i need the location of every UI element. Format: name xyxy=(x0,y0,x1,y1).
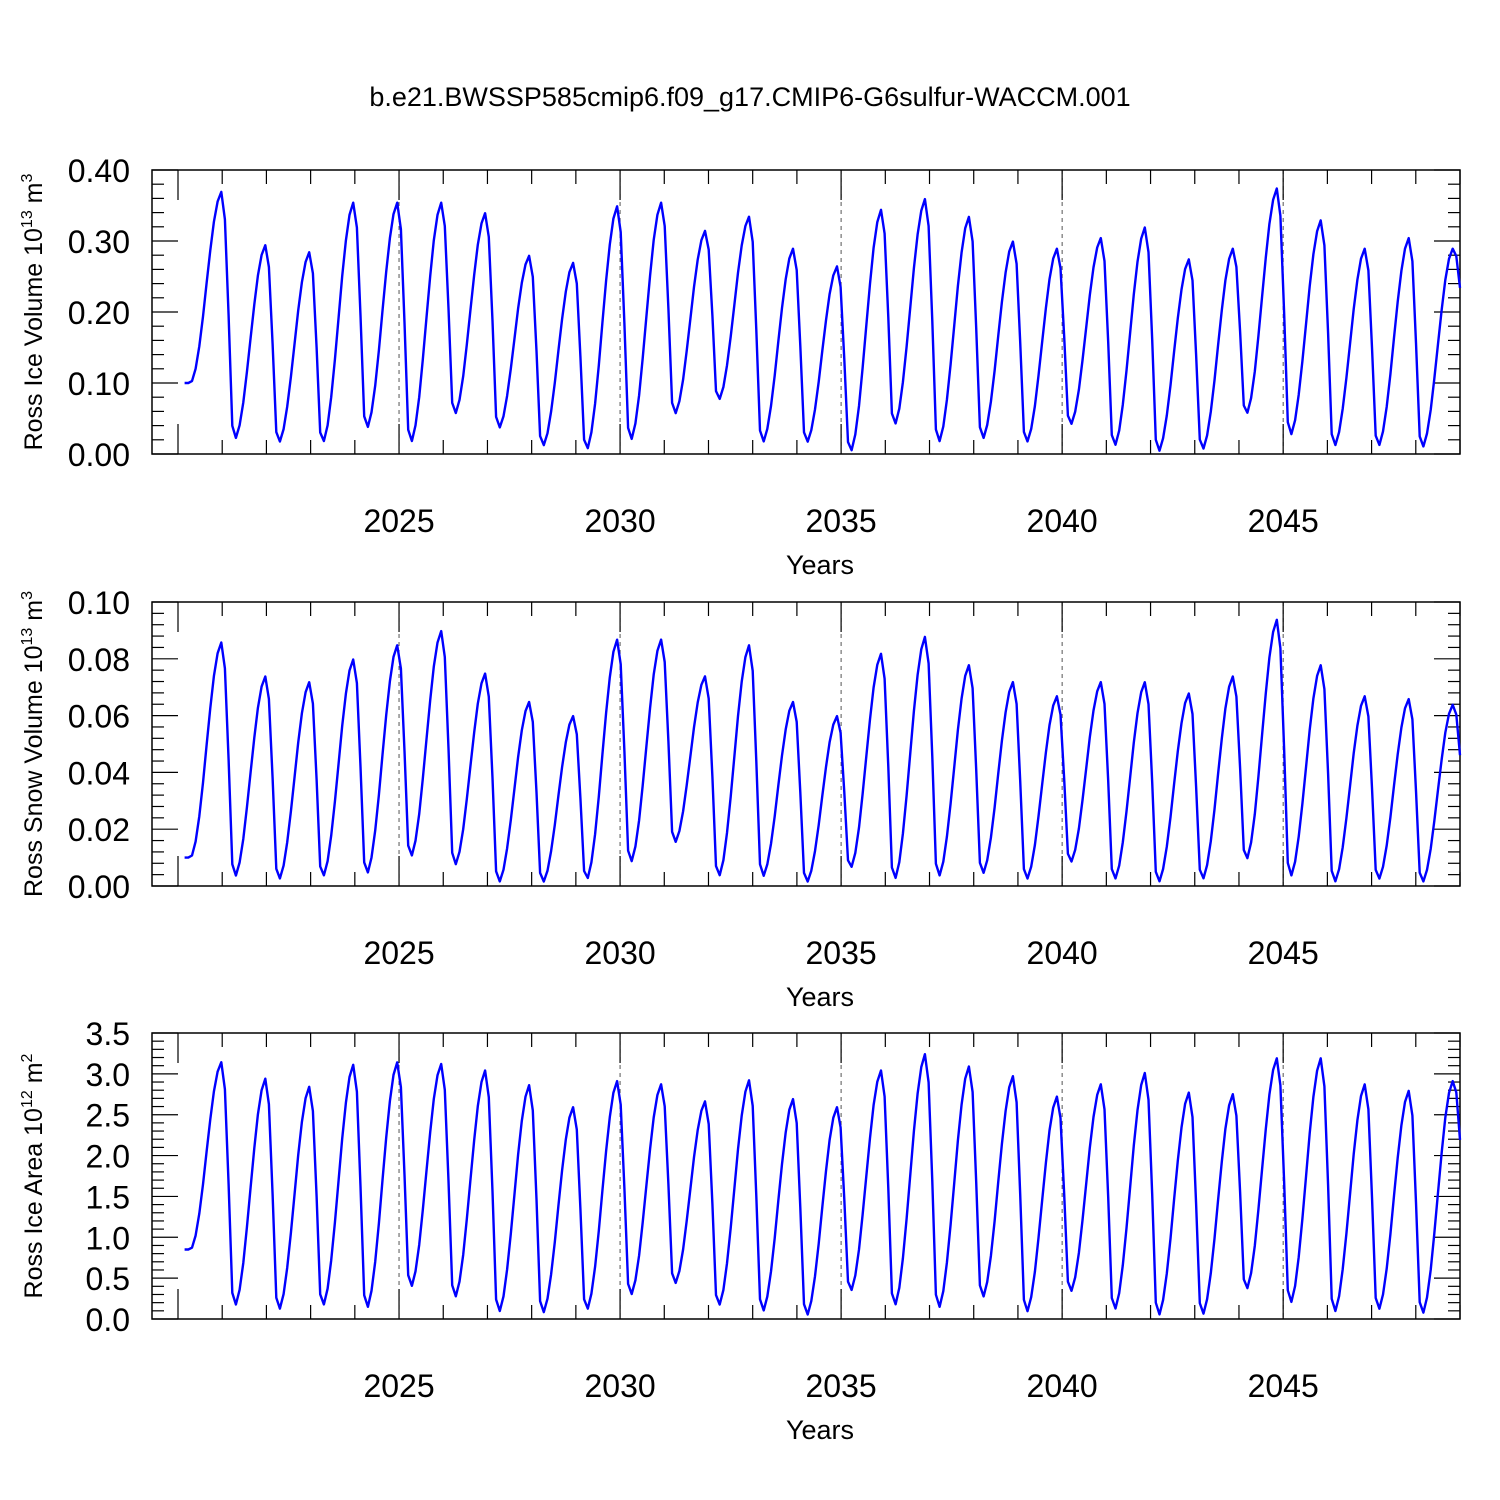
x-tick-label: 2040 xyxy=(1027,503,1098,539)
x-tick-label: 2035 xyxy=(806,1368,877,1404)
y-axis-label: Ross Ice Area 1012 m2 xyxy=(19,1053,48,1298)
x-tick-label: 2045 xyxy=(1248,1368,1319,1404)
y-tick-label: 0.00 xyxy=(68,869,130,905)
y-axis-label: Ross Ice Volume 1013 m3 xyxy=(19,173,48,450)
x-tick-label: 2040 xyxy=(1027,935,1098,971)
plot-frame xyxy=(151,169,1461,455)
y-tick-label: 0.5 xyxy=(86,1261,130,1297)
x-tick-label: 2035 xyxy=(806,503,877,539)
y-tick-label: 0.40 xyxy=(68,153,130,189)
y-tick-label: 0.10 xyxy=(68,585,130,621)
y-tick-label: 1.0 xyxy=(86,1220,130,1256)
x-tick-label: 2045 xyxy=(1248,503,1319,539)
x-tick-label: 2030 xyxy=(584,503,655,539)
chart-panel-1: 2025 2030 2035 2040 2045 Years 0.00 0.10 0.20 0.3… xyxy=(19,153,1462,580)
series-line xyxy=(184,187,1462,452)
y-tick-label: 2.0 xyxy=(86,1139,130,1175)
x-tick-label: 2025 xyxy=(363,503,434,539)
x-tick-label: 2030 xyxy=(584,935,655,971)
chart-title: b.e21.BWSSP585cmip6.f09_g17.CMIP6-G6sulf… xyxy=(369,82,1130,112)
x-tick-label: 2025 xyxy=(363,935,434,971)
x-tick-label: 2025 xyxy=(363,1368,434,1404)
x-tick-label: 2030 xyxy=(584,1368,655,1404)
chart-panel-2: 2025 2030 2035 2040 2045 Years 0.00 0.02 0.04 0.0… xyxy=(19,585,1462,1012)
x-axis-label: Years xyxy=(786,550,854,580)
y-tick-label: 1.5 xyxy=(86,1179,130,1215)
x-axis-label: Years xyxy=(786,982,854,1012)
chart-panel-3: 2025 2030 2035 2040 2045 Years 0.0 0.5 1.0 1.5 2.0… xyxy=(19,1016,1462,1445)
x-tick-label: 2040 xyxy=(1027,1368,1098,1404)
y-tick-label: 2.5 xyxy=(86,1098,130,1134)
series-line xyxy=(184,1053,1462,1316)
x-axis-label: Years xyxy=(786,1415,854,1445)
plot-frame xyxy=(151,1032,1461,1320)
y-tick-label: 0.30 xyxy=(68,224,130,260)
y-tick-label: 0.10 xyxy=(68,366,130,402)
y-tick-label: 0.00 xyxy=(68,437,130,473)
y-axis-label: Ross Snow Volume 1013 m3 xyxy=(19,591,48,897)
y-tick-label: 0.02 xyxy=(68,812,130,848)
y-tick-label: 0.20 xyxy=(68,295,130,331)
y-tick-label: 0.04 xyxy=(68,755,130,791)
y-tick-label: 0.0 xyxy=(86,1302,130,1338)
y-tick-label: 0.06 xyxy=(68,699,130,735)
y-tick-label: 0.08 xyxy=(68,642,130,678)
series-line xyxy=(184,618,1462,883)
y-tick-label: 3.5 xyxy=(86,1016,130,1052)
y-tick-label: 3.0 xyxy=(86,1057,130,1093)
plot-frame xyxy=(151,601,1461,887)
x-tick-label: 2045 xyxy=(1248,935,1319,971)
x-tick-label: 2035 xyxy=(806,935,877,971)
panels: 2025 2030 2035 2040 2045 Years 0.00 0.10 0.20 0.3… xyxy=(19,153,1462,1445)
